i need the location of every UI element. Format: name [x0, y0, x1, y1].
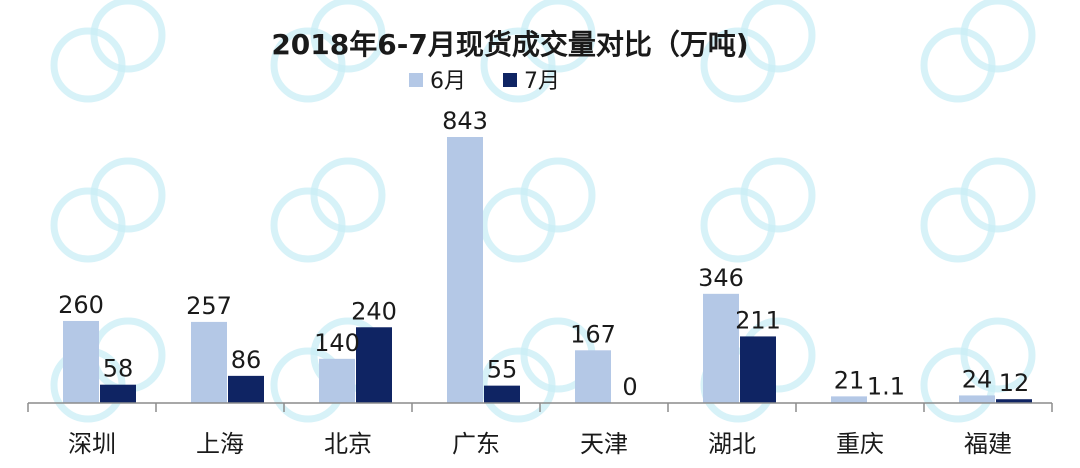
category-label: 上海: [196, 430, 244, 458]
data-label: 140: [314, 329, 360, 357]
legend-label-june: 6月: [430, 69, 466, 94]
legend: 6月 7月: [409, 69, 560, 94]
category-label: 北京: [324, 430, 372, 458]
category-label: 天津: [580, 430, 628, 458]
data-label: 843: [442, 107, 488, 135]
bar-july: [228, 375, 264, 403]
bar-june: [447, 137, 483, 403]
watermark-logo: [920, 0, 1036, 103]
legend-label-july: 7月: [524, 69, 560, 94]
data-label: 24: [962, 365, 993, 393]
data-label: 12: [999, 369, 1030, 397]
watermark-logo: [480, 0, 596, 103]
bar-june: [959, 395, 995, 403]
category-label: 湖北: [708, 430, 756, 458]
bars-group: [63, 137, 1032, 403]
data-label: 21: [834, 366, 865, 394]
bar-june: [831, 396, 867, 403]
bar-july: [996, 399, 1032, 403]
data-label: 0: [622, 373, 637, 401]
watermark-logo: [700, 157, 816, 263]
watermark-logo: [270, 157, 386, 263]
data-label: 257: [186, 292, 232, 320]
data-label: 346: [698, 264, 744, 292]
watermark-pattern: [50, 0, 1036, 423]
data-label: 211: [735, 306, 781, 334]
data-label: 1.1: [867, 373, 905, 401]
bar-june: [575, 350, 611, 403]
category-label: 广东: [452, 430, 500, 458]
bar-july: [740, 336, 776, 403]
watermark-logo: [920, 317, 1036, 423]
watermark-logo: [50, 0, 166, 103]
watermark-logo: [50, 157, 166, 263]
category-labels-group: 深圳 上海 北京 广东 天津 湖北 重庆 福建: [68, 430, 1012, 458]
data-label: 58: [103, 355, 134, 383]
data-label: 55: [487, 356, 518, 384]
bar-july: [484, 385, 520, 403]
watermark-logo: [920, 157, 1036, 263]
bar-june: [63, 320, 99, 403]
data-label: 86: [231, 346, 262, 374]
chart-title: 2018年6-7月现货成交量对比（万吨): [271, 28, 748, 61]
bar-june: [191, 321, 227, 403]
bar-july: [100, 384, 136, 403]
bar-june: [319, 358, 355, 403]
category-label: 深圳: [68, 430, 116, 458]
bar-july: [356, 327, 392, 403]
data-label: 260: [58, 291, 104, 319]
legend-swatch-july: [503, 73, 517, 87]
x-axis-ticks: [27, 403, 1053, 412]
bar-june: [703, 293, 739, 403]
category-label: 重庆: [836, 430, 884, 458]
legend-swatch-june: [409, 73, 423, 87]
category-label: 福建: [964, 430, 1012, 458]
watermark-logo: [270, 0, 386, 103]
data-label: 167: [570, 320, 616, 348]
data-label: 240: [351, 297, 397, 325]
watermark-logo: [700, 0, 816, 103]
watermark-logo: [480, 157, 596, 263]
